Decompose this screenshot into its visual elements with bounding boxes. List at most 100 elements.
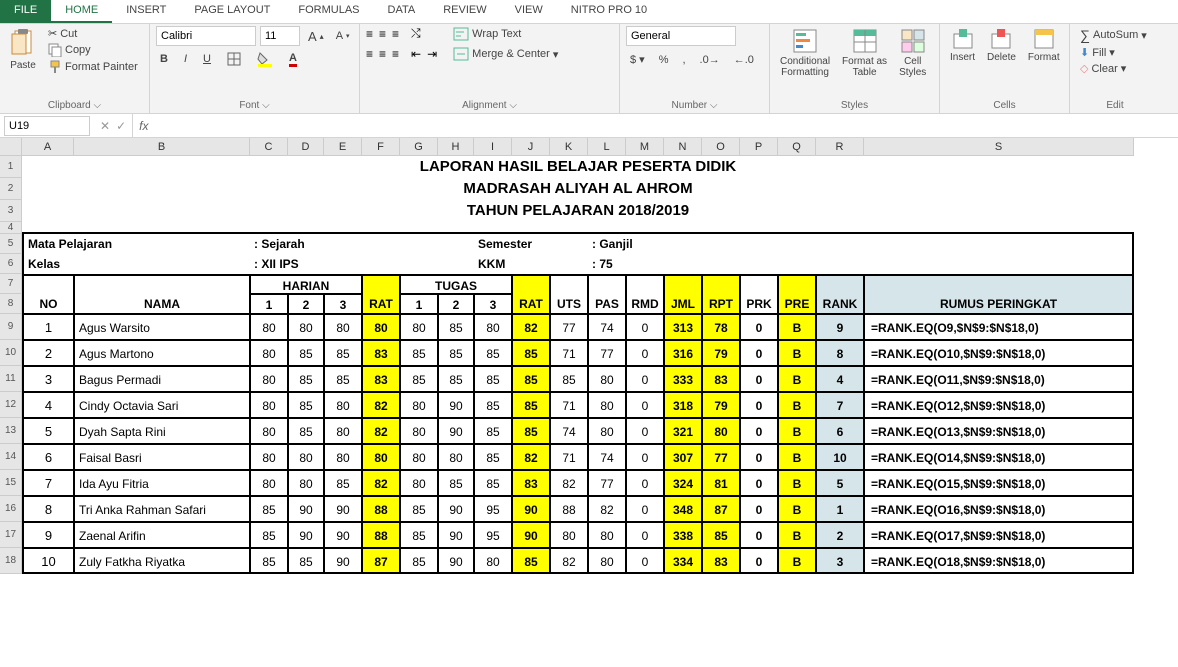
cell[interactable]: 85 [400,548,438,574]
cell[interactable]: 7 [22,470,74,496]
dec-decimal-button[interactable]: ←.0 [730,53,758,67]
cell[interactable]: 83 [362,366,400,392]
cell[interactable]: 80 [588,418,626,444]
cell[interactable]: 85 [288,418,324,444]
row-header-16[interactable]: 16 [0,496,22,522]
cell[interactable]: RMD [626,294,664,314]
cell[interactable]: 88 [550,496,588,522]
align-left-icon[interactable]: ≡ [366,47,373,61]
cell[interactable]: Agus Martono [74,340,250,366]
cell[interactable]: 2 [438,294,474,314]
cell[interactable]: 85 [512,418,550,444]
cell[interactable]: 82 [550,470,588,496]
cell[interactable]: 81 [702,470,740,496]
cell[interactable]: 85 [474,340,512,366]
cell[interactable]: 80 [588,392,626,418]
cell[interactable]: HARIAN [250,274,362,294]
row-header-18[interactable]: 18 [0,548,22,574]
cell[interactable]: 95 [474,496,512,522]
cell[interactable]: 8 [816,340,864,366]
clear-button[interactable]: ◇Clear ▾ [1076,61,1154,76]
cell[interactable]: 0 [740,392,778,418]
cell[interactable]: B [778,444,816,470]
underline-button[interactable]: U [199,52,215,66]
tab-insert[interactable]: INSERT [112,0,180,23]
cell[interactable]: 3 [22,366,74,392]
cell[interactable] [864,254,1134,274]
cell[interactable]: 0 [626,548,664,574]
cell[interactable]: 6 [816,418,864,444]
cell[interactable] [74,274,250,294]
cell[interactable]: 80 [400,392,438,418]
cell[interactable]: 80 [588,548,626,574]
cell[interactable]: 321 [664,418,702,444]
col-header-L[interactable]: L [588,138,626,156]
cell[interactable]: 88 [362,496,400,522]
cell[interactable]: 80 [324,314,362,340]
cell[interactable]: 80 [474,548,512,574]
cell[interactable]: 82 [588,496,626,522]
tab-review[interactable]: REVIEW [429,0,500,23]
cell[interactable]: =RANK.EQ(O16,$N$9:$N$18,0) [864,496,1134,522]
bold-button[interactable]: B [156,52,172,66]
cell[interactable]: 313 [664,314,702,340]
cell[interactable]: 0 [626,418,664,444]
cell[interactable]: MADRASAH ALIYAH AL AHROM [22,178,1134,200]
cell[interactable]: Zaenal Arifin [74,522,250,548]
cell[interactable]: 80 [288,470,324,496]
cell[interactable]: 85 [324,366,362,392]
cell[interactable]: Mata Pelajaran [22,234,250,254]
cell[interactable]: 83 [702,366,740,392]
cell[interactable]: B [778,522,816,548]
cell[interactable]: 9 [22,522,74,548]
cell[interactable]: B [778,340,816,366]
cell[interactable]: 80 [550,522,588,548]
cell[interactable] [588,274,626,294]
cell[interactable]: 2 [288,294,324,314]
border-button[interactable] [223,51,245,67]
cell[interactable]: RPT [702,294,740,314]
cell[interactable]: TAHUN PELAJARAN 2018/2019 [22,200,1134,222]
enter-icon[interactable]: ✓ [116,119,126,133]
cell[interactable]: =RANK.EQ(O13,$N$9:$N$18,0) [864,418,1134,444]
col-header-G[interactable]: G [400,138,438,156]
merge-center-button[interactable]: Merge & Center ▾ [449,46,562,62]
row-header-17[interactable]: 17 [0,522,22,548]
tab-page-layout[interactable]: PAGE LAYOUT [180,0,284,23]
cell[interactable]: 85 [550,366,588,392]
cell[interactable]: 83 [362,340,400,366]
cell[interactable]: 0 [626,444,664,470]
cell[interactable]: 5 [816,470,864,496]
cell[interactable]: 82 [550,548,588,574]
col-header-B[interactable]: B [74,138,250,156]
cell[interactable]: 4 [816,366,864,392]
cell[interactable]: Cindy Octavia Sari [74,392,250,418]
align-top-icon[interactable]: ≡ [366,27,373,41]
row-header-4[interactable]: 4 [0,222,22,234]
paste-button[interactable]: Paste [6,26,40,73]
cell[interactable]: 90 [438,496,474,522]
cell[interactable]: UTS [550,294,588,314]
cell[interactable]: 1 [250,294,288,314]
cell[interactable]: NAMA [74,294,250,314]
tab-nitro-pro-10[interactable]: NITRO PRO 10 [557,0,661,23]
cell[interactable]: B [778,548,816,574]
cell[interactable]: 77 [550,314,588,340]
cell[interactable]: 0 [740,548,778,574]
cell[interactable]: 95 [474,522,512,548]
cell[interactable] [22,274,74,294]
cell[interactable]: 90 [438,548,474,574]
col-header-N[interactable]: N [664,138,702,156]
cell[interactable]: 80 [438,444,474,470]
name-box[interactable] [4,116,90,136]
cell[interactable]: 0 [626,470,664,496]
cell[interactable]: =RANK.EQ(O17,$N$9:$N$18,0) [864,522,1134,548]
cell[interactable]: 85 [324,470,362,496]
cell[interactable]: 79 [702,392,740,418]
cell[interactable]: 77 [702,444,740,470]
cell[interactable]: 80 [250,418,288,444]
cell[interactable]: 90 [512,496,550,522]
cell[interactable]: 85 [438,340,474,366]
cell[interactable]: 85 [438,314,474,340]
col-header-S[interactable]: S [864,138,1134,156]
